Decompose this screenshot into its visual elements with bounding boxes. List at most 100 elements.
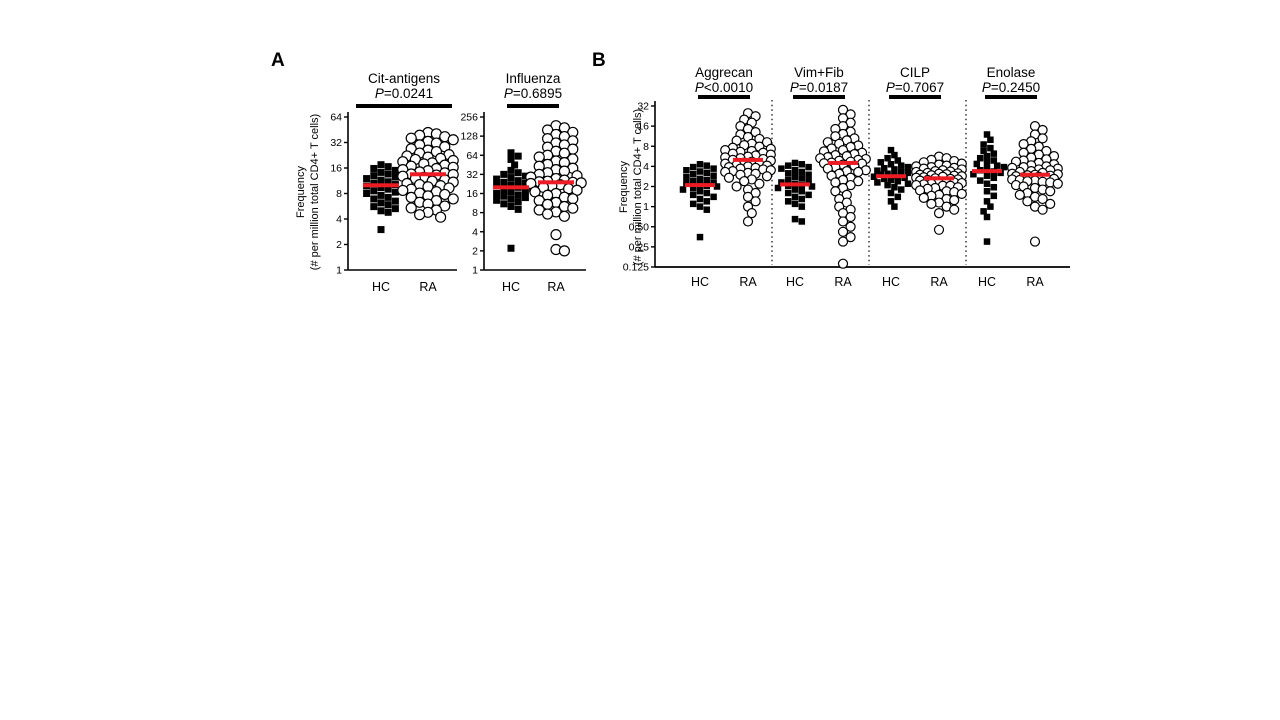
data-point [493, 190, 501, 197]
data-point [980, 147, 987, 155]
y-tick-label: 16 [330, 163, 342, 175]
data-point [987, 144, 994, 152]
significance-bar [356, 104, 452, 108]
data-point [391, 205, 399, 213]
data-point [884, 154, 891, 162]
data-point [696, 203, 704, 210]
data-point [837, 236, 849, 247]
data-point [791, 186, 799, 193]
data-point [976, 177, 984, 184]
data-point [983, 198, 991, 205]
data-point [377, 199, 385, 207]
p-value-label: P<0.0010 [695, 80, 753, 95]
data-point [414, 209, 426, 221]
data-point [837, 226, 849, 237]
data-point [845, 211, 856, 223]
data-point [397, 184, 409, 197]
series-ra [815, 104, 871, 269]
y-tick-label: 2 [643, 181, 649, 193]
data-point [507, 244, 515, 252]
data-point [710, 193, 717, 201]
data-point [897, 168, 905, 176]
y-tick-label: 64 [330, 112, 342, 124]
data-point [377, 191, 385, 199]
data-point [703, 189, 711, 197]
y-tick-label: 32 [330, 137, 342, 149]
data-point [990, 192, 998, 200]
data-point [791, 215, 799, 223]
data-point [500, 170, 508, 178]
y-tick-label: 8 [643, 141, 649, 153]
data-point [696, 168, 704, 175]
significance-bar [889, 95, 941, 99]
p-value-label: P=0.6895 [504, 86, 562, 101]
panel-b-label: B [592, 50, 606, 71]
data-point [384, 170, 392, 178]
y-tick-label: 2 [336, 239, 342, 251]
data-point [897, 186, 905, 193]
data-point [507, 202, 515, 210]
data-point [363, 190, 371, 197]
data-point [370, 203, 378, 211]
median-line [493, 185, 529, 190]
y-tick-label: 8 [336, 188, 342, 200]
data-point [990, 150, 998, 157]
data-point [798, 203, 806, 210]
data-point [798, 195, 806, 203]
data-point [696, 175, 704, 183]
p-value-label: P=0.0241 [375, 86, 433, 101]
data-point [837, 258, 849, 269]
data-point [918, 192, 929, 204]
data-point [891, 183, 898, 191]
y-tick-label: 0.25 [629, 241, 650, 253]
x-category-label: HC [978, 275, 996, 289]
data-point [987, 136, 994, 144]
data-point [798, 218, 806, 225]
data-point [739, 176, 750, 187]
data-point [791, 173, 799, 180]
x-category-label: RA [739, 275, 757, 289]
data-point [377, 161, 385, 169]
y-tick-label: 0.125 [623, 262, 649, 274]
data-point [742, 216, 754, 227]
data-point [507, 166, 515, 174]
data-point [845, 232, 856, 243]
significance-bar [985, 95, 1037, 99]
data-point [987, 203, 994, 210]
data-point [507, 188, 515, 196]
data-point [891, 166, 898, 173]
data-point [377, 207, 385, 215]
data-point [1037, 133, 1048, 144]
data-point [1045, 186, 1056, 197]
data-point [529, 186, 541, 198]
y-tick-label: 0.50 [629, 221, 650, 233]
data-point [493, 175, 501, 183]
data-point [703, 206, 711, 213]
y-axis-title: (# per million total CD4+ T cells) [632, 109, 644, 265]
data-point [683, 174, 690, 181]
x-category-label: HC [882, 275, 900, 289]
data-point [384, 178, 392, 186]
panel-a-label: A [271, 50, 285, 71]
data-point [761, 171, 773, 182]
data-point [983, 180, 991, 187]
median-line [538, 180, 574, 185]
data-point [983, 152, 991, 160]
data-point [874, 179, 881, 186]
data-point [384, 185, 392, 193]
data-point [805, 177, 812, 185]
plot-title: Influenza [506, 71, 561, 86]
series-ra [525, 120, 587, 257]
series-hc [493, 149, 537, 252]
data-point [805, 191, 812, 199]
data-point [500, 200, 508, 208]
data-point [689, 170, 697, 178]
significance-bar [507, 104, 559, 108]
data-point [507, 181, 515, 189]
series-ra [911, 151, 967, 235]
data-point [949, 195, 960, 206]
data-point [439, 188, 451, 201]
median-line [876, 174, 906, 179]
data-point [980, 141, 987, 148]
